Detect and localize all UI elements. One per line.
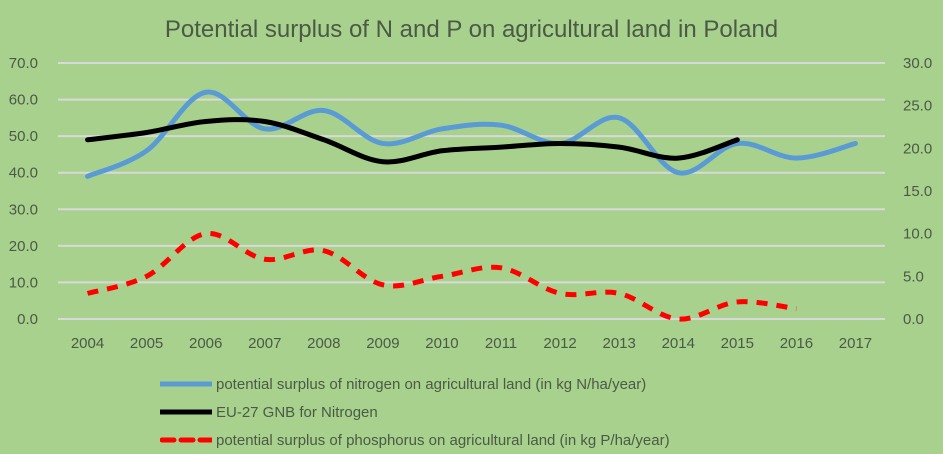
x-tick-label: 2016	[780, 335, 813, 352]
legend-item-nitrogen: potential surplus of nitrogen on agricul…	[160, 370, 670, 398]
x-tick-label: 2007	[248, 335, 281, 352]
x-tick-label: 2011	[485, 335, 517, 352]
legend-swatch-phosphorus	[160, 437, 212, 443]
x-tick-label: 2008	[307, 335, 340, 352]
x-tick-label: 2014	[662, 335, 695, 352]
right-tick-label: 5.0	[903, 268, 924, 285]
x-axis: 2004 2005 2006 2007 2008 2009 2010 2011 2012 2013…	[71, 335, 872, 352]
series-group	[85, 89, 858, 322]
legend: potential surplus of nitrogen on agricul…	[160, 370, 670, 454]
left-tick-label: 0.0	[17, 311, 38, 328]
left-tick-label: 20.0	[9, 238, 38, 255]
legend-swatch-gnb	[160, 409, 212, 415]
right-tick-label: 30.0	[903, 55, 932, 72]
series-line-2	[86, 231, 797, 322]
left-tick-label: 70.0	[9, 55, 38, 72]
x-tick-label: 2017	[839, 335, 872, 352]
right-axis: 0.0 5.0 10.0 15.0 20.0 25.0 30.0	[903, 55, 932, 328]
x-tick-label: 2015	[721, 335, 754, 352]
series-line-1	[85, 117, 740, 165]
right-tick-label: 10.0	[903, 226, 932, 243]
legend-swatch-nitrogen	[160, 381, 212, 387]
left-tick-label: 40.0	[9, 165, 38, 182]
left-tick-label: 30.0	[9, 201, 38, 218]
gridlines	[58, 62, 885, 320]
x-tick-label: 2004	[71, 335, 104, 352]
x-tick-label: 2010	[425, 335, 458, 352]
left-axis: 0.0 10.0 20.0 30.0 40.0 50.0 60.0 70.0	[9, 55, 38, 328]
legend-label-phosphorus: potential surplus of phosphorus on agric…	[216, 431, 670, 449]
x-tick-label: 2013	[602, 335, 635, 352]
left-tick-label: 50.0	[9, 128, 38, 145]
x-tick-label: 2006	[189, 335, 222, 352]
legend-item-gnb: EU-27 GNB for Nitrogen	[160, 398, 670, 426]
x-tick-label: 2009	[366, 335, 399, 352]
legend-item-phosphorus: potential surplus of phosphorus on agric…	[160, 426, 670, 454]
right-tick-label: 25.0	[903, 98, 932, 115]
left-tick-label: 10.0	[9, 274, 38, 291]
series-line-0	[85, 89, 858, 179]
right-tick-label: 20.0	[903, 140, 932, 157]
right-tick-label: 15.0	[903, 183, 932, 200]
right-tick-label: 0.0	[903, 311, 924, 328]
left-tick-label: 60.0	[9, 92, 38, 109]
legend-label-nitrogen: potential surplus of nitrogen on agricul…	[216, 375, 647, 393]
x-tick-label: 2012	[543, 335, 576, 352]
chart-title: Potential surplus of N and P on agricult…	[164, 16, 779, 43]
legend-label-gnb: EU-27 GNB for Nitrogen	[216, 403, 378, 421]
x-tick-label: 2005	[130, 335, 163, 352]
